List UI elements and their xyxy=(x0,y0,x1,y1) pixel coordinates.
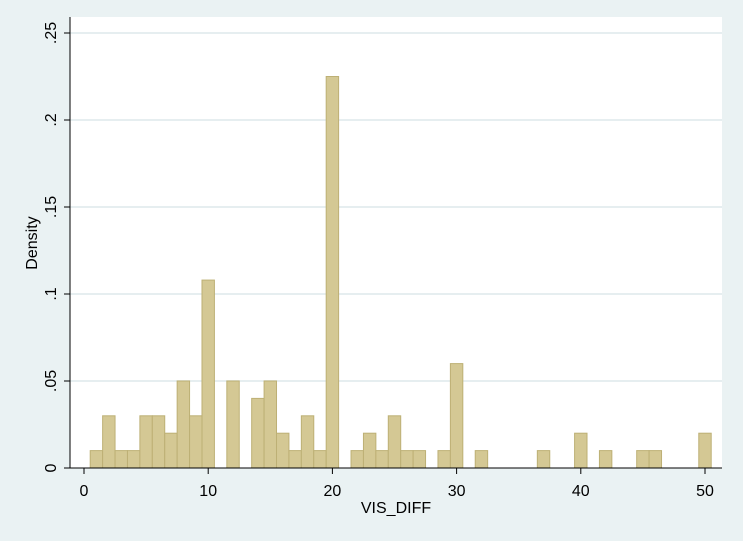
histogram-bar xyxy=(536,450,551,469)
histogram-bar xyxy=(276,432,290,469)
histogram-bar xyxy=(151,415,166,469)
histogram-bar xyxy=(412,450,427,469)
histogram-bar xyxy=(114,450,128,469)
y-tick-label: .1 xyxy=(43,287,60,300)
histogram-bar xyxy=(226,380,240,469)
x-tick-label: 50 xyxy=(696,483,714,500)
axes xyxy=(69,17,722,469)
x-tick-label: 20 xyxy=(324,483,342,500)
histogram-bar xyxy=(176,380,191,469)
histogram-bar xyxy=(300,415,315,469)
histogram-bar xyxy=(636,450,650,469)
y-tick-label: 0 xyxy=(43,463,60,472)
histogram-bar xyxy=(189,415,203,469)
histogram-bar xyxy=(437,450,451,469)
y-tick-label: .2 xyxy=(43,113,60,126)
x-axis-ticks: 0 10 20 30 40 50 xyxy=(80,468,714,500)
y-tick-label: .05 xyxy=(43,370,60,392)
histogram-bar xyxy=(598,450,613,469)
histogram-bar xyxy=(574,432,588,469)
grid-lines xyxy=(70,32,722,382)
histogram-bar xyxy=(648,450,663,469)
histogram-bar xyxy=(288,450,302,469)
histogram-bar xyxy=(251,397,265,469)
histogram-bar xyxy=(139,415,153,469)
x-tick-label: 30 xyxy=(448,483,466,500)
histogram-bar xyxy=(263,380,278,469)
histogram-bar xyxy=(89,450,104,469)
histogram-bar xyxy=(350,450,364,469)
histogram-bar xyxy=(375,450,389,469)
x-tick-label: 10 xyxy=(199,483,217,500)
histogram-bar xyxy=(126,450,141,469)
histogram-bar xyxy=(387,415,402,469)
y-axis-ticks: 0 .05 .1 .15 .2 .25 xyxy=(43,22,70,472)
histogram-bar xyxy=(313,450,327,469)
histogram-bar xyxy=(400,450,414,469)
histogram-bar xyxy=(362,432,377,469)
histogram-bar xyxy=(201,279,215,469)
x-tick-label: 40 xyxy=(572,483,590,500)
histogram-bar xyxy=(325,76,340,469)
x-tick-label: 0 xyxy=(80,483,89,500)
y-tick-label: .15 xyxy=(43,196,60,218)
histogram-bar xyxy=(164,432,178,469)
histogram-bar xyxy=(102,415,116,469)
x-axis-title: VIS_DIFF xyxy=(361,500,431,517)
y-tick-label: .25 xyxy=(43,22,60,44)
plot-background xyxy=(70,17,722,468)
histogram-bar xyxy=(449,363,464,469)
y-axis-title: Density xyxy=(24,216,41,269)
histogram-bar xyxy=(698,432,712,469)
histogram-bar xyxy=(474,450,489,469)
